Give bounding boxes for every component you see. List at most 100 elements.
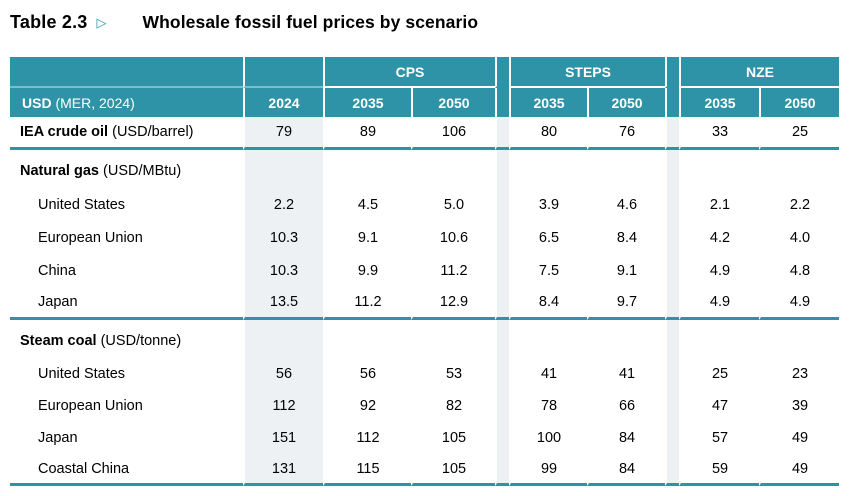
row-label: Japan [10, 287, 243, 320]
value-cell: 76 [587, 117, 666, 150]
separator-cell [665, 117, 680, 150]
row-label-unit: (USD/tonne) [96, 333, 182, 349]
value-cell: 59 [679, 454, 760, 486]
value-cell [587, 320, 665, 358]
value-cell: 8.4 [509, 287, 588, 320]
separator-cell [495, 287, 510, 320]
separator-cell [495, 454, 510, 486]
value-cell: 4.0 [759, 221, 839, 254]
empty-header-cell [10, 57, 243, 88]
value-cell: 82 [411, 390, 495, 422]
row-label: China [10, 254, 243, 287]
year-header-steps-2035: 2035 [509, 88, 588, 117]
value-cell: 115 [323, 454, 411, 486]
value-cell: 4.9 [679, 287, 760, 320]
table-row: United States 2.2 4.5 5.0 3.9 4.6 2.1 2.2 [10, 188, 839, 221]
value-cell: 84 [587, 454, 666, 486]
row-label-name: China [38, 262, 76, 279]
section-row: Steam coal (USD/tonne) [10, 320, 839, 358]
row-label-unit: (USD/MBtu) [98, 163, 182, 179]
separator-cell [665, 320, 680, 358]
row-label: Steam coal (USD/tonne) [10, 320, 243, 358]
value-cell: 9.1 [587, 254, 665, 287]
scenario-group-header-row: CPS STEPS NZE [10, 57, 840, 88]
value-cell: 8.4 [587, 221, 665, 254]
section-row: Natural gas (USD/MBtu) [10, 150, 839, 188]
value-cell [323, 320, 411, 358]
row-label: Natural gas (USD/MBtu) [10, 150, 243, 188]
value-cell [509, 150, 587, 188]
fuel-prices-table: CPS STEPS NZE USD (MER, 2024) 2024 2035 … [10, 57, 840, 486]
value-cell: 41 [587, 358, 665, 390]
table-row: China 10.3 9.9 11.2 7.5 9.1 4.9 4.8 [10, 254, 839, 287]
value-cell: 2.1 [679, 188, 759, 221]
value-cell: 11.2 [411, 254, 495, 287]
value-cell: 4.5 [323, 188, 411, 221]
separator-cell [495, 221, 510, 254]
table-title: Wholesale fossil fuel prices by scenario [142, 12, 479, 32]
year-header-cps-2035: 2035 [323, 88, 411, 117]
row-label-name: United States [38, 366, 126, 382]
value-cell [243, 320, 323, 358]
separator-cell [665, 287, 680, 320]
separator-cell [665, 254, 680, 287]
year-header-2024: 2024 [243, 88, 323, 117]
row-label-name: IEA crude oil [20, 124, 109, 140]
currency-basis-label: (MER, 2024) [51, 94, 135, 111]
value-cell: 39 [759, 390, 839, 422]
separator-header-cell [665, 88, 680, 117]
separator-header-cell [495, 57, 510, 88]
row-label-name: United States [38, 196, 126, 213]
row-label: United States [10, 188, 243, 221]
row-label-name: Japan [38, 430, 78, 446]
value-cell: 99 [509, 454, 588, 486]
row-label-name: Japan [38, 294, 78, 310]
separator-cell [665, 188, 680, 221]
separator-cell [495, 422, 510, 454]
value-cell: 47 [679, 390, 759, 422]
value-cell: 25 [679, 358, 759, 390]
separator-cell [665, 221, 680, 254]
table-row: IEA crude oil (USD/barrel) 79 89 106 80 76 33 2… [10, 117, 840, 150]
value-cell [759, 150, 839, 188]
value-cell: 78 [509, 390, 587, 422]
report-page: Table 2.3 ▷ Wholesale fossil fuel prices… [10, 12, 866, 486]
value-cell: 7.5 [509, 254, 587, 287]
value-cell: 80 [509, 117, 588, 150]
row-label-name: European Union [38, 398, 143, 414]
value-cell: 12.9 [411, 287, 496, 320]
value-cell: 6.5 [509, 221, 587, 254]
table-row: European Union 10.3 9.1 10.6 6.5 8.4 4.2 4.0 [10, 221, 839, 254]
value-cell: 89 [323, 117, 411, 150]
value-cell: 112 [323, 422, 411, 454]
row-label: IEA crude oil (USD/barrel) [10, 117, 243, 150]
value-cell: 56 [243, 358, 323, 390]
value-cell: 105 [411, 422, 495, 454]
separator-cell [495, 117, 510, 150]
year-header-steps-2050: 2050 [587, 88, 666, 117]
value-cell: 151 [243, 422, 323, 454]
value-cell: 9.1 [323, 221, 411, 254]
triangle-icon: ▷ [96, 15, 107, 30]
value-cell [587, 150, 665, 188]
value-cell: 9.7 [587, 287, 666, 320]
value-cell: 112 [243, 390, 323, 422]
table-row: European Union 112 92 82 78 66 47 39 [10, 390, 839, 422]
value-cell: 49 [759, 454, 840, 486]
value-cell: 84 [587, 422, 665, 454]
table-row: Japan 151 112 105 100 84 57 49 [10, 422, 839, 454]
row-label-name: Coastal China [38, 460, 130, 477]
value-cell: 53 [411, 358, 495, 390]
year-header-nze-2050: 2050 [759, 88, 840, 117]
year-header-nze-2035: 2035 [679, 88, 760, 117]
unit-header-cell: USD (MER, 2024) [10, 88, 243, 117]
value-cell: 2.2 [759, 188, 839, 221]
row-label: European Union [10, 390, 243, 422]
page-title: Table 2.3 ▷ Wholesale fossil fuel prices… [10, 12, 866, 38]
value-cell: 57 [679, 422, 759, 454]
value-cell: 4.9 [679, 254, 759, 287]
value-cell: 33 [679, 117, 760, 150]
separator-header-cell [665, 57, 680, 88]
value-cell: 11.2 [323, 287, 411, 320]
value-cell: 4.8 [759, 254, 839, 287]
